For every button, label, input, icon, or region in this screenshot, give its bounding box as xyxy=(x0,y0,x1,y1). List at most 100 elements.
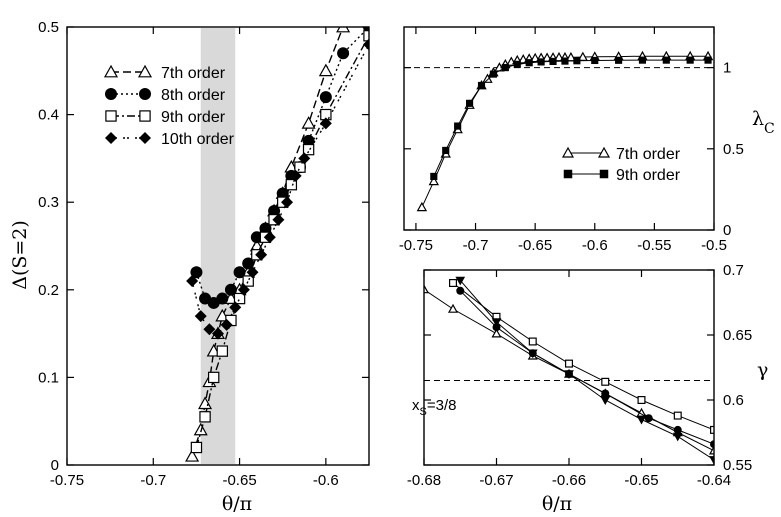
gray-band xyxy=(200,28,236,464)
y-tick-label: 0 xyxy=(723,222,731,239)
x-tick-label: -0.65 xyxy=(624,472,658,489)
data-point xyxy=(454,122,462,130)
data-point xyxy=(233,292,246,305)
data-point xyxy=(600,396,611,406)
legend-item: 9th order xyxy=(563,167,681,184)
plot-frame xyxy=(66,26,370,466)
data-point xyxy=(466,99,474,107)
top-right-series-group xyxy=(416,50,714,212)
data-point xyxy=(662,56,670,64)
data-point xyxy=(491,328,502,338)
data-point xyxy=(447,303,459,313)
data-point xyxy=(561,57,569,65)
x-tick-label: -0.75 xyxy=(399,237,433,254)
legend-marker xyxy=(139,132,151,144)
legend-marker xyxy=(105,132,117,144)
series-line xyxy=(452,282,714,431)
legend-item: 10th order xyxy=(105,131,235,148)
legend-label: 7th order xyxy=(161,65,226,82)
data-point xyxy=(237,283,250,296)
data-point xyxy=(190,441,203,454)
legend-label: 9th order xyxy=(616,167,681,184)
legend-item: 7th order xyxy=(103,64,226,82)
data-point xyxy=(638,56,647,64)
data-point xyxy=(298,152,311,165)
x-tick-label: -0.66 xyxy=(552,472,586,489)
data-point xyxy=(672,432,683,442)
shaded-band xyxy=(200,28,236,464)
data-point xyxy=(216,292,229,305)
data-point xyxy=(301,116,316,129)
xs-annotation-suffix: =3/8 xyxy=(427,397,457,414)
data-point xyxy=(430,172,438,180)
left-ylabel: Δ(S=2) xyxy=(9,220,31,290)
data-point xyxy=(644,414,653,423)
series-3 xyxy=(455,276,714,465)
series-1 xyxy=(449,279,714,434)
data-point xyxy=(708,445,714,455)
top-right-axes: -0.75 -0.7 -0.65 -0.6 -0.55 -0.50 0.5 1 xyxy=(399,26,744,254)
legend-marker xyxy=(599,169,609,179)
data-point xyxy=(416,201,428,212)
data-point xyxy=(710,440,714,449)
y-tick-label: 0.6 xyxy=(723,392,744,409)
x-tick-label: -0.64 xyxy=(697,472,731,489)
legend-item: 7th order xyxy=(561,146,681,163)
x-tick-label: -0.7 xyxy=(463,237,489,254)
legend-marker xyxy=(137,64,153,78)
x-tick-label: -0.55 xyxy=(637,237,671,254)
data-point xyxy=(455,276,466,286)
y-tick-label: 0.5 xyxy=(723,141,744,158)
x-tick-label: -0.7 xyxy=(140,472,166,489)
data-point xyxy=(199,411,211,423)
data-point xyxy=(268,204,281,217)
data-point xyxy=(513,60,521,68)
bottom-right-axes: -0.68 -0.67 -0.66 -0.65 -0.640.55 0.6 0.65 0.7 xyxy=(407,262,752,489)
data-point xyxy=(601,389,610,398)
legend-item: 8th order xyxy=(105,87,226,104)
y-tick-label: 0.3 xyxy=(38,194,59,211)
data-point xyxy=(573,57,581,65)
x-tick-label: -0.6 xyxy=(313,472,339,489)
legend-marker xyxy=(139,88,151,100)
data-point xyxy=(477,81,486,90)
data-point xyxy=(285,178,298,191)
x-tick-label: -0.75 xyxy=(50,472,84,489)
data-point xyxy=(428,175,440,186)
data-point xyxy=(637,396,646,405)
data-point xyxy=(193,422,208,436)
y-tick-label: 0 xyxy=(51,457,59,474)
legend-marker xyxy=(103,64,119,78)
legend-marker xyxy=(105,110,117,122)
data-point xyxy=(337,47,350,60)
y-tick-label: 0.5 xyxy=(38,19,59,36)
data-point xyxy=(491,318,502,328)
legend-label: 8th order xyxy=(161,87,226,104)
y-tick-label: 0.2 xyxy=(38,282,59,299)
x-tick-label: -0.65 xyxy=(222,472,256,489)
data-point xyxy=(229,301,242,314)
series-line xyxy=(459,290,714,445)
data-point xyxy=(242,275,254,287)
data-point xyxy=(704,56,712,64)
data-point xyxy=(216,345,229,357)
series-0 xyxy=(424,284,714,455)
data-point xyxy=(289,169,302,182)
data-point xyxy=(424,284,430,294)
data-point xyxy=(636,415,647,425)
data-point xyxy=(525,59,533,67)
data-point xyxy=(194,310,207,323)
xs-annotation: xS=3/8 xyxy=(412,397,456,418)
series-3 xyxy=(186,38,369,340)
data-point xyxy=(489,70,497,78)
bottom-right-xlabel: θ/π xyxy=(542,493,572,515)
data-point xyxy=(564,359,573,368)
data-point xyxy=(363,38,369,51)
y-tick-label: 1 xyxy=(723,60,731,77)
top-right-legend: 7th order 9th order xyxy=(561,146,681,184)
data-point xyxy=(482,73,493,83)
data-point xyxy=(302,143,315,156)
plot-frame xyxy=(403,26,715,231)
data-point xyxy=(319,91,332,104)
data-point xyxy=(528,337,537,346)
